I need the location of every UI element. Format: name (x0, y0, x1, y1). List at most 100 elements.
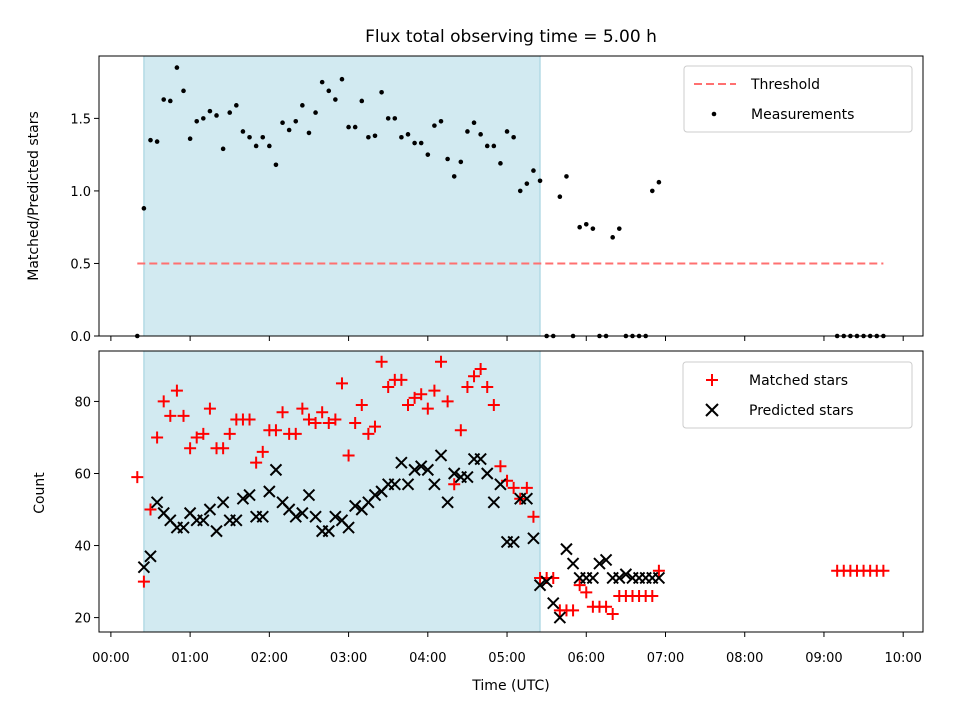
predicted-star-point (348, 499, 362, 513)
predicted-star-point (401, 478, 415, 491)
measurement-point (154, 139, 160, 144)
measurement-point (531, 168, 536, 173)
predicted-star-point (619, 568, 633, 581)
measurement-point (286, 127, 292, 133)
predicted-star-point (203, 503, 217, 516)
bottom-legend-box (682, 361, 913, 429)
matched-star-point (217, 442, 230, 455)
matched-star-point (137, 575, 150, 588)
matched-star-point (184, 442, 197, 455)
measurement-point (511, 134, 516, 140)
predicted-star-point (599, 553, 613, 567)
matched-star-point (316, 406, 329, 419)
matched-star-point (355, 399, 368, 412)
x-tick-label: 05:00 (488, 651, 525, 666)
measurement-point (491, 143, 497, 149)
measurement-point (214, 113, 219, 118)
x-tick-label: 10:00 (884, 651, 921, 666)
predicted-star-point (553, 611, 567, 624)
measurement-point (438, 118, 444, 124)
bottom-legend: Matched stars Predicted stars (682, 361, 913, 429)
predicted-star-point (197, 514, 210, 527)
measurement-point (201, 116, 206, 121)
matched-star-point (223, 427, 236, 440)
measurement-point (405, 132, 411, 137)
matched-star-point (250, 456, 263, 469)
x-tick-label: 01:00 (171, 651, 208, 666)
measurement-point (478, 132, 483, 137)
x-tick-label: 00:00 (92, 651, 129, 666)
matched-star-point (190, 431, 203, 444)
measurement-point (247, 134, 252, 140)
matched-star-point (197, 427, 210, 440)
matched-star-point (256, 445, 269, 458)
matched-star-point (164, 409, 177, 422)
matched-star-point (507, 481, 520, 494)
measurement-point (174, 65, 180, 70)
chart-title: Flux total observing time = 5.00 h (365, 27, 657, 47)
measurement-point (253, 143, 259, 149)
measurement-point (385, 116, 391, 121)
measurement-point (537, 178, 543, 184)
measurement-point (610, 235, 615, 240)
matched-star-point (144, 503, 157, 516)
predicted-star-point (652, 571, 666, 585)
matched-stars-legend-swatch (706, 374, 718, 386)
measurement-point (616, 226, 622, 231)
matched-star-point (203, 402, 216, 415)
predicted-star-point (533, 578, 547, 592)
measurement-point (484, 143, 490, 149)
matched-star-point (342, 449, 355, 462)
measurement-point (524, 181, 530, 186)
bottom-marks (131, 355, 890, 624)
y-tick-label: 1.5 (70, 112, 91, 127)
predicted-star-point (560, 542, 573, 556)
y-tick-label: 60 (74, 467, 91, 482)
y-tick-label: 0.0 (70, 330, 91, 345)
predicted-star-point (309, 510, 322, 523)
matched-star-point (448, 478, 461, 491)
measurement-point (207, 108, 213, 114)
matched-star-point (329, 413, 342, 426)
measurement-point (181, 88, 186, 94)
predicted-star-point (137, 560, 151, 574)
measurement-point (267, 143, 272, 149)
x-tick-label: 03:00 (330, 651, 367, 666)
measurement-point (412, 140, 417, 146)
measurement-point (220, 146, 226, 152)
matched-star-point (151, 431, 164, 444)
measurement-point (418, 140, 424, 146)
top-panel: Flux total observing time = 5.00 h 0.00.… (26, 27, 924, 345)
matched-star-point (474, 363, 487, 376)
measurement-point (339, 76, 345, 82)
predicted-star-point (507, 535, 520, 549)
measurement-point (583, 221, 589, 227)
matched-star-point (520, 481, 533, 494)
predicted-star-point (481, 467, 494, 480)
matched-star-point (481, 381, 494, 394)
predicted-star-point (494, 478, 507, 491)
matched-star-point (646, 589, 659, 602)
measurement-point (649, 188, 655, 194)
matched-star-point (243, 413, 256, 426)
predicted-stars-legend-swatch (705, 403, 719, 417)
predicted-star-point (461, 470, 474, 484)
measurement-point (517, 188, 523, 194)
x-tick-label: 09:00 (805, 651, 842, 666)
bottom-axis-ticks: 20 40 60 80 00:00 01:00 02:00 03:00 04:00 05:00 06… (74, 395, 921, 666)
measurement-point (148, 137, 153, 143)
matched-star-point (395, 373, 408, 386)
predicted-star-point (144, 550, 157, 563)
bottom-y-axis-label: Count (32, 472, 48, 514)
measurement-point (471, 120, 477, 126)
predicted-star-point (256, 510, 269, 523)
measurement-point (280, 120, 285, 126)
y-tick-label: 80 (74, 395, 91, 410)
measurement-point (293, 118, 299, 124)
predicted-star-point (527, 532, 540, 545)
predicted-star-point (414, 460, 428, 473)
predicted-star-point (566, 557, 580, 570)
x-tick-label: 02:00 (251, 651, 288, 666)
x-tick-label: 04:00 (409, 651, 446, 666)
